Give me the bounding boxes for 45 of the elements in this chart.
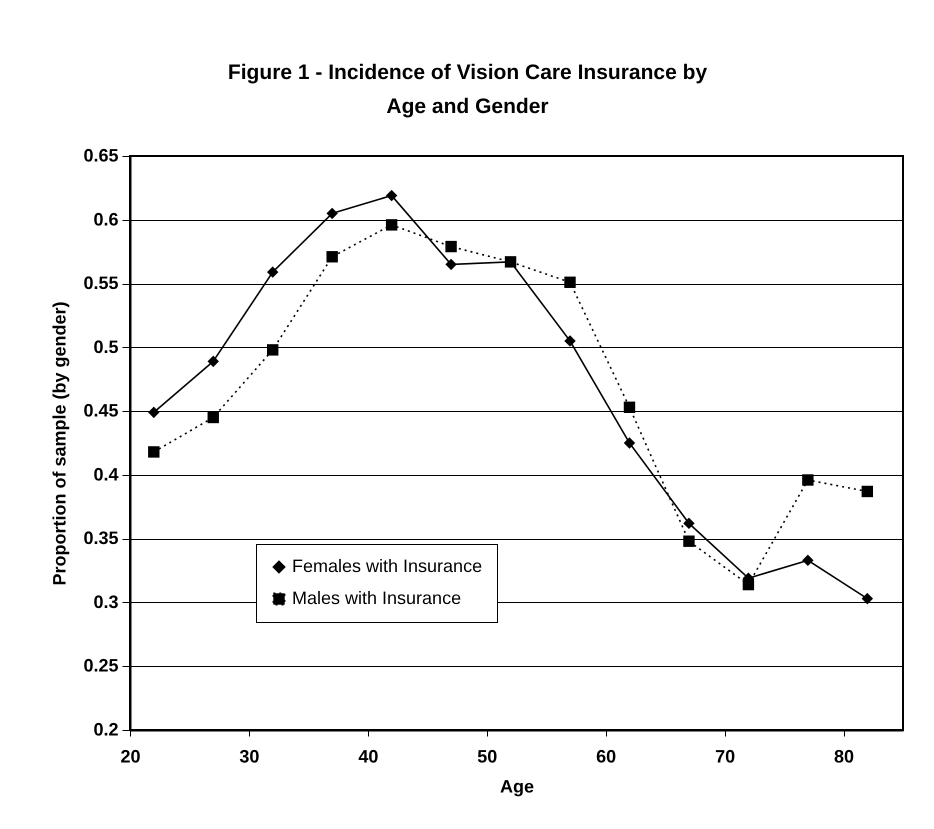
point (624, 402, 636, 413)
x-tick-label: 70 (715, 746, 736, 766)
y-tick-label: 0.25 (83, 656, 118, 676)
point (862, 592, 874, 604)
point (802, 474, 814, 486)
point (267, 344, 278, 356)
y-tick-label: 0.6 (93, 209, 118, 230)
point (148, 406, 160, 418)
point (326, 208, 338, 220)
chart-title: Figure 1 - Incidence of Vision Care Insurance by Age and Gender (228, 61, 708, 118)
point (802, 554, 814, 566)
y-tick-label: 0.3 (93, 592, 118, 612)
point (445, 240, 457, 252)
point (386, 219, 398, 231)
y-tick-label: 0.45 (83, 400, 118, 421)
point (624, 437, 636, 449)
point (445, 258, 457, 270)
point (267, 266, 278, 278)
legend-label: Males with Insurance (292, 588, 462, 608)
x-tick-label: 60 (596, 746, 616, 766)
point (208, 356, 219, 368)
y-tick-label: 0.4 (93, 464, 118, 484)
point (564, 276, 576, 288)
point (326, 251, 338, 262)
x-axis-title: Age (500, 776, 534, 796)
y-tick-label: 0.35 (83, 528, 118, 548)
point (683, 536, 695, 547)
y-tick-label: 0.55 (83, 273, 118, 294)
point (742, 578, 754, 590)
point (386, 190, 398, 202)
y-tick-label: 0.2 (93, 720, 118, 740)
y-tick-label: 0.65 (83, 146, 118, 166)
point (208, 412, 219, 424)
point (683, 518, 695, 530)
y-tick-label: 0.5 (93, 336, 118, 357)
point (564, 335, 576, 347)
legend-label: Females with Insurance (292, 556, 482, 576)
x-tick-label: 40 (358, 746, 378, 766)
point (862, 486, 874, 498)
x-tick-label: 20 (120, 746, 141, 766)
x-tick-label: 80 (834, 746, 854, 766)
x-tick-label: 30 (239, 746, 260, 766)
x-tick-label: 50 (477, 746, 498, 766)
y-axis-title: Proportion of sample (by gender) (49, 301, 70, 586)
point (148, 446, 160, 458)
